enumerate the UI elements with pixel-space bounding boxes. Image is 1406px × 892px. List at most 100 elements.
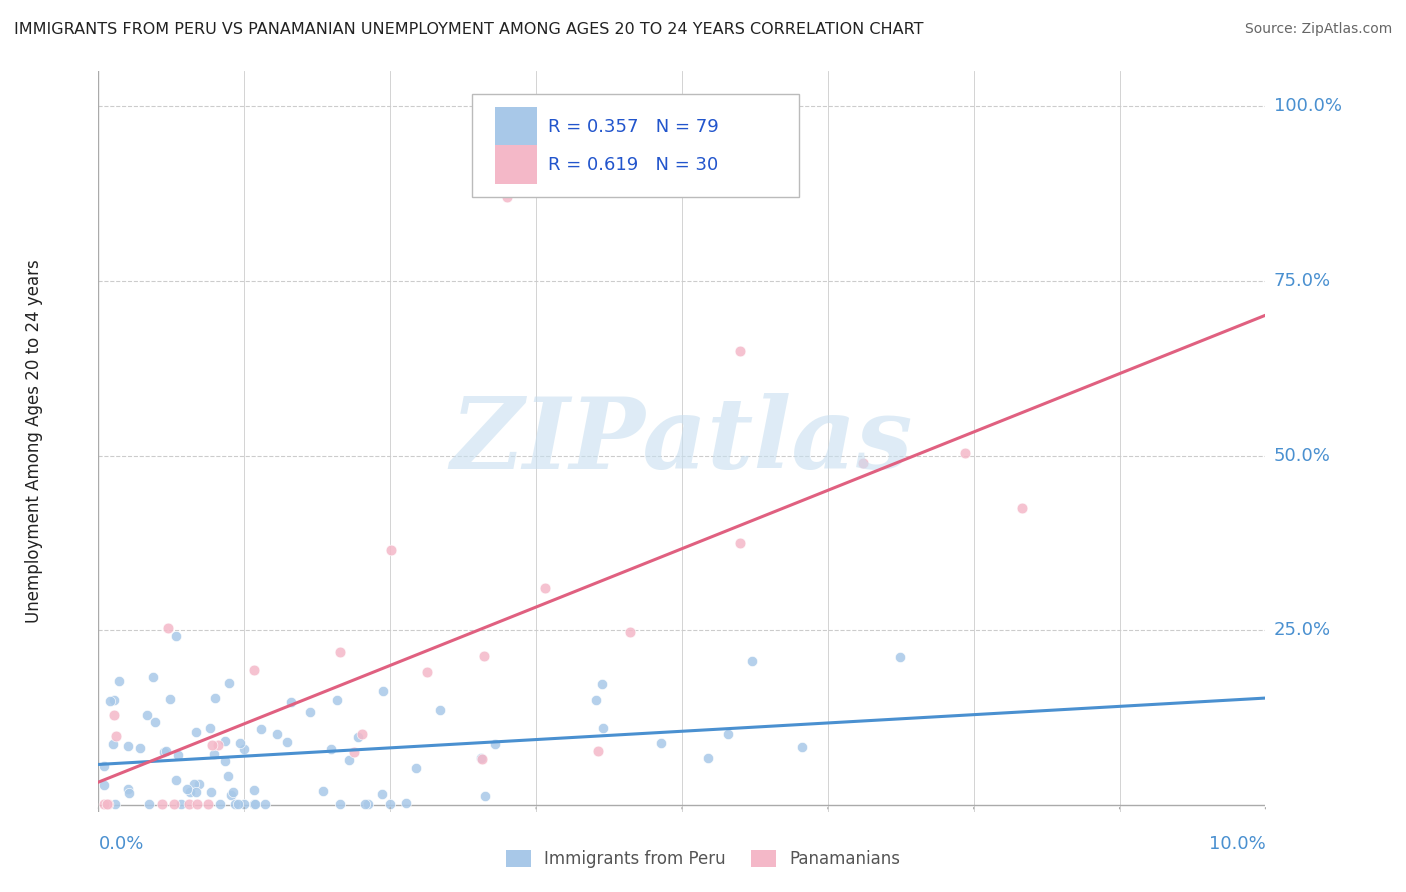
Point (218, 676, 240, 690)
Text: 50.0%: 50.0% (1274, 447, 1330, 465)
Point (233, 797, 256, 811)
Point (243, 783, 266, 797)
Point (380, 542, 402, 557)
Point (280, 695, 302, 709)
Point (298, 705, 321, 719)
Point (222, 785, 245, 799)
Point (1011, 500, 1033, 515)
Point (741, 654, 763, 668)
Point (208, 797, 231, 811)
Point (93, 778, 115, 792)
Point (792, 739, 814, 754)
Point (717, 727, 740, 741)
Point (416, 665, 439, 680)
Point (224, 797, 246, 811)
Point (243, 797, 266, 811)
Point (484, 737, 506, 751)
Point (889, 650, 911, 665)
Point (217, 769, 239, 783)
Point (157, 621, 180, 635)
Point (474, 789, 496, 804)
Point (201, 739, 224, 753)
Point (254, 797, 277, 811)
Point (214, 734, 236, 748)
Point (585, 692, 607, 706)
Point (405, 761, 427, 775)
Point (591, 676, 613, 690)
Point (696, 751, 718, 765)
Point (586, 744, 609, 758)
Text: R = 0.619   N = 30: R = 0.619 N = 30 (548, 156, 718, 174)
Point (357, 797, 380, 811)
Legend: Immigrants from Peru, Panamanians: Immigrants from Peru, Panamanians (499, 843, 907, 875)
Point (202, 747, 225, 761)
Point (138, 797, 160, 811)
Text: 100.0%: 100.0% (1274, 97, 1341, 115)
Point (204, 690, 226, 705)
Point (650, 736, 672, 750)
Text: 10.0%: 10.0% (1209, 835, 1265, 854)
Point (197, 797, 219, 811)
Point (534, 582, 557, 596)
Point (242, 663, 264, 677)
Point (371, 787, 394, 801)
Point (103, 693, 125, 707)
Point (250, 722, 273, 736)
Point (342, 745, 364, 759)
Point (953, 446, 976, 460)
Point (429, 703, 451, 717)
Point (233, 741, 256, 756)
Point (165, 772, 187, 787)
Point (98, 694, 121, 708)
Point (728, 536, 751, 550)
Point (104, 797, 127, 811)
Point (312, 783, 335, 797)
Point (186, 725, 208, 739)
Point (184, 785, 207, 799)
Point (619, 625, 641, 640)
FancyBboxPatch shape (495, 145, 537, 184)
Text: R = 0.357   N = 79: R = 0.357 N = 79 (548, 118, 718, 136)
Point (170, 797, 193, 811)
Point (200, 721, 222, 735)
Point (207, 738, 229, 752)
Point (329, 797, 352, 811)
Point (118, 786, 141, 800)
Point (328, 644, 350, 658)
Point (117, 782, 139, 797)
Point (496, 190, 519, 204)
Point (135, 708, 157, 723)
Point (200, 785, 222, 799)
Point (214, 755, 236, 769)
Point (229, 736, 252, 750)
Point (337, 753, 360, 767)
Point (150, 797, 173, 811)
Point (153, 746, 176, 760)
Point (143, 715, 166, 730)
Text: Source: ZipAtlas.com: Source: ZipAtlas.com (1244, 22, 1392, 37)
Point (326, 693, 349, 707)
FancyBboxPatch shape (472, 94, 799, 197)
Point (129, 741, 152, 756)
Text: ZIPatlas: ZIPatlas (451, 393, 912, 490)
Point (730, 343, 752, 358)
Point (219, 789, 242, 803)
Text: 0.0%: 0.0% (98, 835, 143, 854)
Point (226, 797, 249, 811)
Point (93, 759, 115, 773)
Point (176, 781, 198, 796)
Point (142, 670, 165, 684)
Point (103, 708, 125, 723)
Point (97, 797, 120, 811)
Point (243, 797, 266, 811)
Point (159, 692, 181, 706)
Point (104, 730, 127, 744)
Point (186, 797, 208, 811)
Point (852, 456, 875, 470)
Point (471, 751, 494, 765)
Point (165, 629, 187, 643)
Point (179, 785, 201, 799)
Text: Unemployment Among Ages 20 to 24 years: Unemployment Among Ages 20 to 24 years (25, 260, 44, 624)
Point (96, 797, 118, 811)
FancyBboxPatch shape (495, 107, 537, 145)
